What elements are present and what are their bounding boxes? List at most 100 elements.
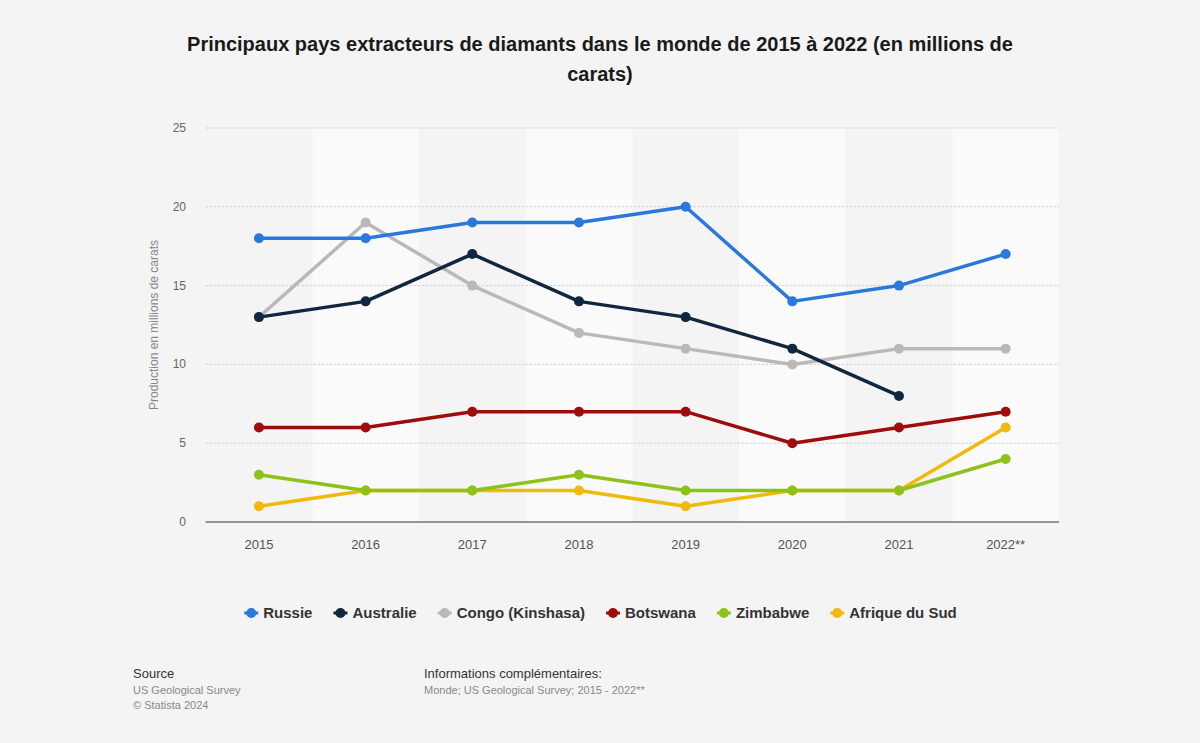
chart: Principaux pays extracteurs de diamants … (0, 0, 1200, 743)
x-tick-label: 2020 (778, 537, 807, 552)
marker (467, 485, 477, 495)
marker (787, 359, 797, 369)
annotation: Source (133, 666, 174, 681)
marker (467, 249, 477, 259)
y-tick-label: 15 (173, 279, 187, 293)
marker (254, 233, 264, 243)
line (259, 254, 899, 396)
legend-marker (335, 608, 345, 618)
title-line: Principaux pays extracteurs de diamants … (187, 33, 1013, 55)
marker (361, 485, 371, 495)
marker (361, 485, 371, 495)
marker (787, 296, 797, 306)
marker (787, 344, 797, 354)
marker (894, 422, 904, 432)
marker (361, 296, 371, 306)
annotation: © Statista 2024 (133, 699, 208, 711)
x-tick-label: 2019 (671, 537, 700, 552)
legend-marker (608, 608, 618, 618)
line (259, 207, 1006, 302)
legend-marker (246, 608, 256, 618)
legend-label: Congo (Kinshasa) (457, 604, 585, 621)
legend-marker (832, 608, 842, 618)
marker (254, 470, 264, 480)
band (952, 128, 1059, 522)
legend-marker (719, 608, 729, 618)
x-tick-label: 2022** (986, 537, 1025, 552)
series (254, 407, 1011, 449)
marker (1001, 454, 1011, 464)
legend-label: Russie (263, 604, 312, 621)
line (259, 412, 1006, 444)
y-axis-label: Production en millions de carats (147, 240, 161, 410)
marker (574, 407, 584, 417)
series (254, 218, 1011, 370)
plot-area (254, 202, 1011, 511)
x-tick-label: 2018 (565, 537, 594, 552)
grid-line (206, 206, 1059, 207)
marker (467, 218, 477, 228)
grid-line (206, 128, 1059, 129)
line (259, 427, 1006, 506)
marker (574, 328, 584, 338)
x-tick-label: 2017 (458, 537, 487, 552)
marker (894, 391, 904, 401)
x-axis (206, 521, 1059, 522)
line (259, 223, 1006, 365)
y-tick-label: 10 (173, 357, 187, 371)
marker (361, 233, 371, 243)
marker (574, 485, 584, 495)
legend-label: Botswana (625, 604, 697, 621)
marker (787, 485, 797, 495)
marker (574, 470, 584, 480)
marker (681, 344, 691, 354)
legend: Russie Australie Congo (Kinshasa) Botswana Z… (244, 604, 956, 621)
marker (1001, 344, 1011, 354)
marker (574, 218, 584, 228)
series (254, 454, 1011, 496)
title: Principaux pays extracteurs de diamants … (187, 33, 1013, 85)
series (254, 422, 1011, 511)
marker (894, 344, 904, 354)
legend-marker (440, 608, 450, 618)
annotation: Informations complémentaires: (424, 666, 602, 681)
marker (254, 312, 264, 322)
marker (681, 407, 691, 417)
marker (574, 296, 584, 306)
marker (894, 485, 904, 495)
marker (1001, 422, 1011, 432)
band (526, 128, 633, 522)
y-tick-label: 20 (173, 200, 187, 214)
marker (467, 485, 477, 495)
marker (894, 281, 904, 291)
marker (254, 501, 264, 511)
marker (681, 202, 691, 212)
y-tick-label: 5 (179, 436, 186, 450)
marker (467, 407, 477, 417)
y-tick-label: 0 (179, 515, 186, 529)
x-tick-label: 2021 (885, 537, 914, 552)
marker (681, 485, 691, 495)
annotation: US Geological Survey (133, 684, 241, 696)
y-tick-label: 25 (173, 121, 187, 135)
marker (681, 501, 691, 511)
marker (1001, 407, 1011, 417)
x-tick-label: 2015 (244, 537, 273, 552)
grid-line (206, 443, 1059, 444)
legend-label: Zimbabwe (736, 604, 809, 621)
legend-label: Australie (352, 604, 416, 621)
grid-line (206, 285, 1059, 286)
band (312, 128, 419, 522)
marker (254, 312, 264, 322)
annotation: Monde; US Geological Survey; 2015 - 2022… (424, 684, 645, 696)
band (739, 128, 846, 522)
marker (787, 438, 797, 448)
title-line: carats) (567, 63, 633, 85)
series (254, 202, 1011, 307)
marker (467, 281, 477, 291)
line (259, 459, 1006, 491)
legend-label: Afrique du Sud (849, 604, 957, 621)
marker (681, 312, 691, 322)
grid-line (206, 364, 1059, 365)
marker (361, 422, 371, 432)
